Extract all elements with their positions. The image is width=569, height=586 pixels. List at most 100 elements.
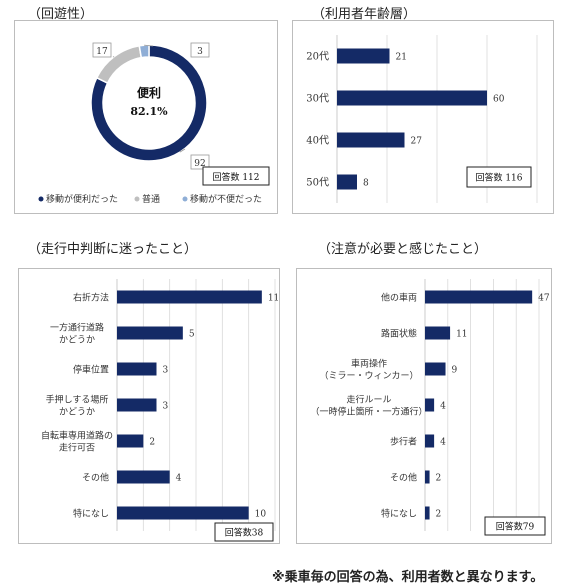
answer-count-box [484,516,546,536]
bar-1 [117,290,262,304]
category-label-line: 20代 [306,51,329,63]
bar-7 [425,506,430,520]
bar-6 [117,470,170,484]
category-label-line: 停車位置 [73,364,109,376]
pie-value-box-1 [190,154,210,170]
pie-value-label-3: 3 [197,47,203,57]
category-label-6: その他 [390,472,417,484]
pie-leader-line-3 [144,44,154,47]
bar-value-label-7: 2 [436,510,442,520]
bar-4 [337,174,357,190]
bar-2 [337,90,487,106]
pie-value-box-3 [190,42,210,58]
pie-center-label: 便利 [137,85,161,100]
bar-2 [117,326,183,340]
pie-leader-line-1 [179,148,186,153]
category-label-1: 20代 [306,51,329,63]
answer-count: 回答数38 [225,527,264,539]
bar-4 [117,398,157,412]
bar-5 [425,434,435,448]
footnote: ※乗車毎の回答の為、利用者数と異なります。 [272,570,544,585]
bar-value-label-1: 21 [396,53,407,63]
bar-value-label-5: 2 [149,438,155,448]
category-label-line: その他 [82,472,109,484]
category-label-line: 車両操作 [351,358,387,370]
bar-1 [425,290,533,304]
bar-value-label-1: 47 [538,294,550,304]
bar-3 [117,362,157,376]
pie-center-value: 82.1% [130,105,168,118]
pie-answer-count: 回答数 112 [212,171,259,183]
answer-count-box [466,166,532,188]
category-label-line: 40代 [306,135,329,147]
category-label-line: 30代 [306,93,329,105]
category-label-4: 走行ルール（一時停止箇所・一方通行） [310,394,427,418]
pie-slice-1 [90,44,208,162]
category-label-2: 一方通行道路かどうか [50,322,104,346]
category-label-line: かどうか [59,407,95,418]
category-label-line: 50代 [306,177,329,189]
bar-value-label-4: 3 [163,402,169,412]
hesitate-bar-chart: 11 右折方法 5 一方通行道路かどうか 3 停車位置 3 手押しする場所かどうか 2 自転車専用… [41,279,279,542]
pie-answer-count-box [202,166,270,186]
bar-7 [117,506,249,520]
pie-chart: 便利 82.1% 92 17 3 回答数 112 移動が便利だった 普通 移動が不便だった [38,42,270,205]
bar-value-label-4: 4 [440,402,446,412]
category-label-line: 右折方法 [73,292,109,304]
pie-legend-marker-3 [182,196,188,202]
category-label-line: 他の車両 [381,292,417,304]
bar-value-label-3: 3 [163,366,169,376]
category-label-line: 手押しする場所 [46,394,109,406]
pie-legend-marker-2 [134,196,140,202]
category-label-line: 路面状態 [381,328,417,340]
bar-1 [337,48,390,64]
category-label-3: 停車位置 [73,364,109,376]
category-label-3: 40代 [306,135,329,147]
bar-value-label-2: 60 [493,95,505,105]
category-label-line: 走行可否 [59,442,95,454]
category-label-line: 特になし [73,508,109,520]
category-label-line: （ミラー・ウィンカー） [319,371,418,382]
pie-slice-3 [138,44,150,59]
bar-value-label-2: 5 [189,330,195,340]
caution-bar-chart: 47 他の車両 11 路面状態 9 車両操作（ミラー・ウィンカー） 4 走行ルール（一時停止箇… [310,279,550,536]
bar-5 [117,434,144,448]
category-label-1: 他の車両 [381,292,417,304]
category-label-line: 歩行者 [390,436,417,448]
category-label-line: 走行ルール [346,394,391,406]
category-label-line: その他 [390,472,417,484]
bar-value-label-2: 11 [456,330,467,340]
category-label-2: 路面状態 [381,328,417,340]
pie-chart-panel: 便利 82.1% 92 17 3 回答数 112 移動が便利だった 普通 移動が不便だった [14,20,278,214]
bar-4 [425,398,435,412]
category-label-7: 特になし [381,508,417,520]
answer-count: 回答数79 [496,521,535,533]
category-label-line: 自転車専用道路の [41,430,113,442]
bar-value-label-3: 9 [452,366,458,376]
bar-value-label-1: 11 [268,294,279,304]
category-label-5: 自転車専用道路の走行可否 [41,430,113,454]
age-chart-title: （利用者年齢層） [312,7,417,22]
bar-value-label-4: 8 [363,179,369,189]
pie-value-label-2: 17 [96,47,108,57]
category-label-line: かどうか [59,335,95,346]
category-label-5: 歩行者 [390,436,417,448]
hesitate-bar-chart-panel: 11 右折方法 5 一方通行道路かどうか 3 停車位置 3 手押しする場所かどうか 2 自転車専用… [18,268,280,544]
caution-bar-chart-panel: 47 他の車両 11 路面状態 9 車両操作（ミラー・ウィンカー） 4 走行ルール（一時停止箇… [296,268,552,544]
pie-chart-title: （回遊性） [28,7,94,22]
pie-legend-label-3: 移動が不便だった [190,193,262,205]
bar-value-label-5: 4 [440,438,446,448]
category-label-4: 50代 [306,177,329,189]
age-bar-chart: 21 20代 60 30代 27 40代 8 50代 回答数 116 [306,35,538,203]
bar-value-label-3: 27 [411,137,423,147]
pie-value-label-1: 92 [194,159,205,169]
answer-count: 回答数 116 [475,172,522,184]
pie-value-box-2 [92,42,112,58]
pie-legend-label-1: 移動が便利だった [46,193,118,205]
category-label-1: 右折方法 [73,292,109,304]
bar-3 [425,362,446,376]
category-label-6: その他 [82,472,109,484]
category-label-2: 30代 [306,93,329,105]
bar-value-label-6: 4 [176,474,182,484]
category-label-4: 手押しする場所かどうか [46,394,109,418]
